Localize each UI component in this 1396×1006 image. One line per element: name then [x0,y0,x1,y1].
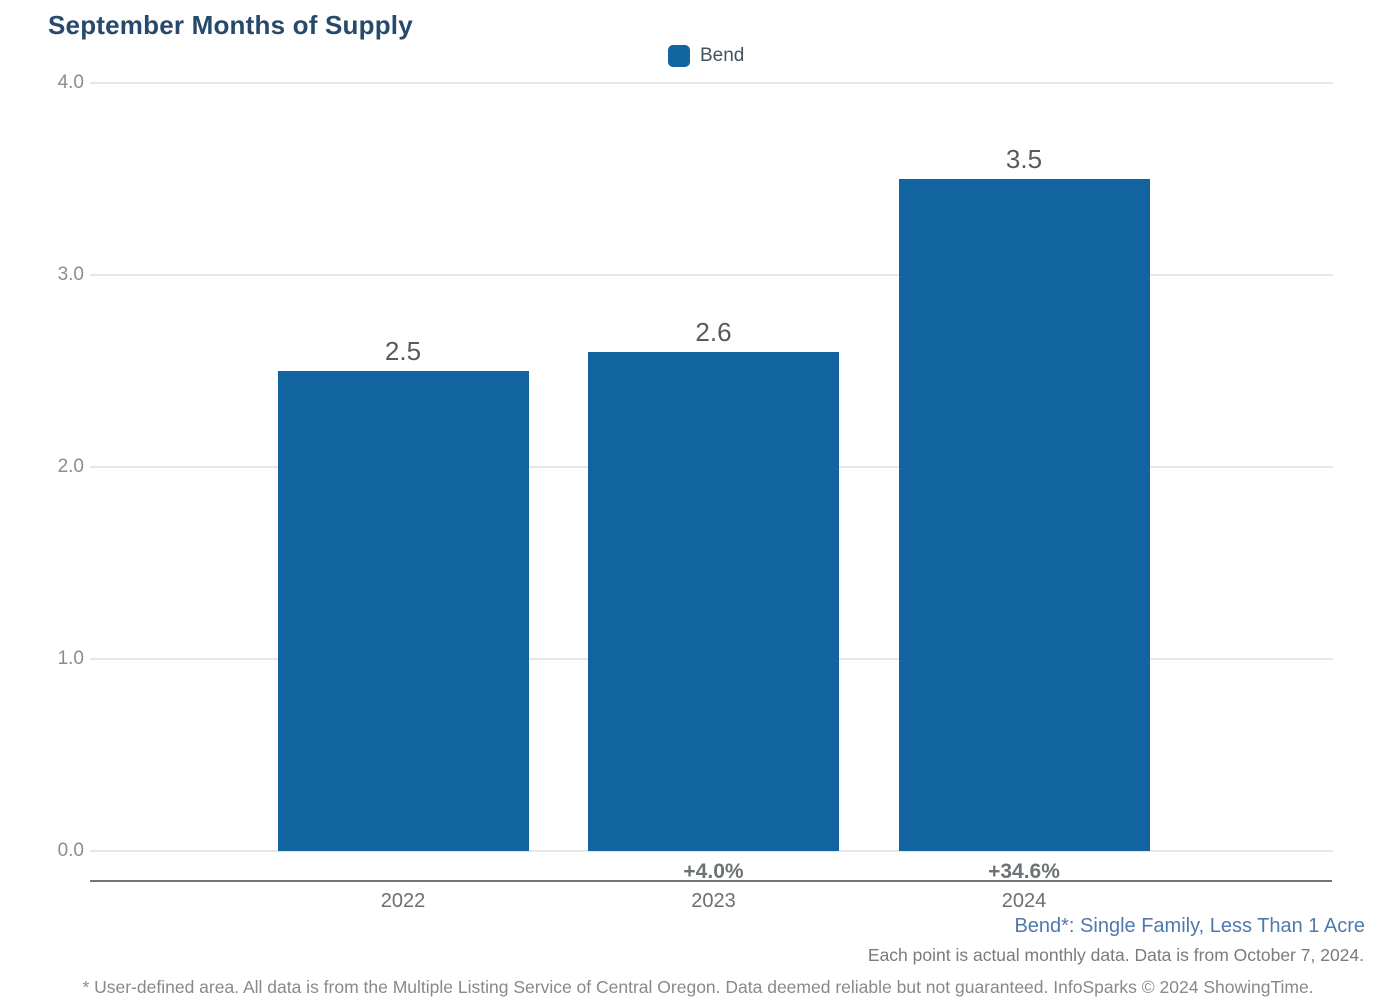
y-tick-label: 0.0 [57,840,84,861]
bar-value-label: 3.5 [1005,144,1043,174]
chart-title: September Months of Supply [48,10,413,40]
bar-value-label: 2.5 [384,336,422,366]
x-axis-line [90,880,1332,882]
pct-change-label: +4.0% [683,860,744,883]
bar-2024[interactable] [898,179,1150,851]
x-axis-label: 2023 [691,890,736,912]
y-tick-label: 1.0 [57,648,84,669]
x-axis-label: 2022 [380,890,426,912]
legend: Bend [668,45,744,67]
legend-swatch-icon [668,45,690,67]
bar-2023[interactable] [588,351,839,851]
legend-item-bend[interactable]: Bend [668,45,744,67]
x-axis-label: 2024 [1001,890,1047,912]
gridline-y3.0 [90,274,1333,276]
gridline-y4.0 [90,82,1333,84]
data-source-note: Each point is actual monthly data. Data … [867,945,1364,965]
y-tick-label: 2.0 [57,456,84,477]
y-tick-label: 4.0 [57,72,84,93]
disclaimer-note: * User-defined area. All data is from th… [82,977,1314,997]
legend-item-label: Bend [700,45,745,66]
y-tick-label: 3.0 [57,264,84,285]
bar-2022[interactable] [277,371,529,851]
gridline-y0.0 [90,850,1333,852]
series-definition-note: Bend*: Single Family, Less Than 1 Acre [1014,915,1365,937]
bar-value-label: 2.6 [695,316,732,347]
pct-change-label: +34.6% [988,860,1060,883]
